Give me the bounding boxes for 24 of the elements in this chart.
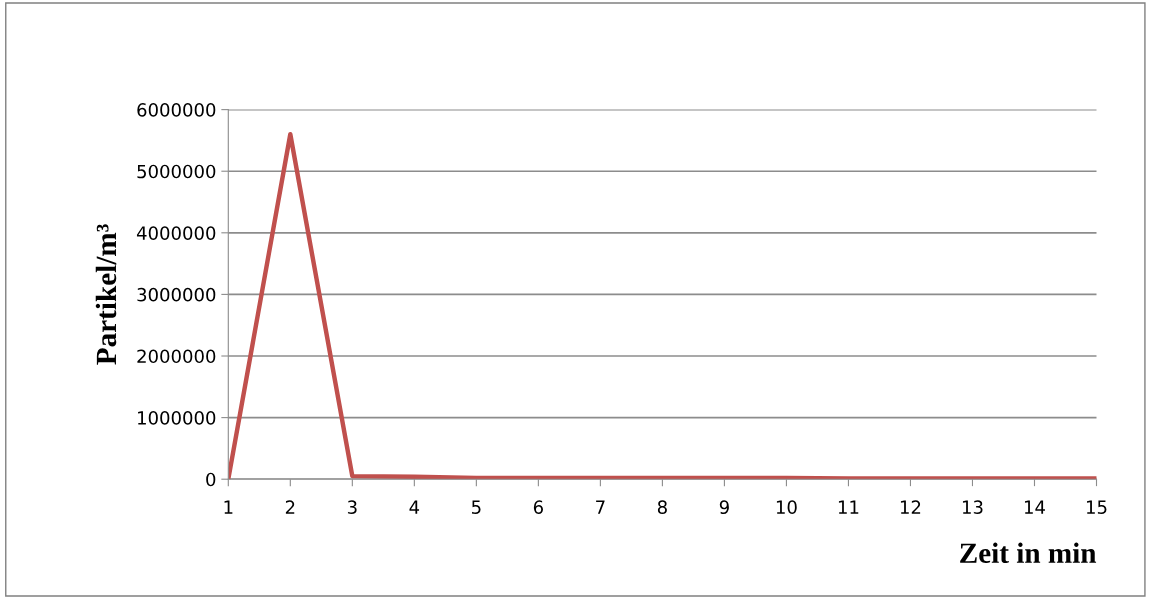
y-tick-label: 3000000 (137, 287, 216, 302)
x-tick-label: 3 (347, 500, 357, 515)
x-tick-label: 7 (596, 500, 605, 514)
x-tick-label: 9 (719, 500, 729, 515)
y-tick-label: 6000000 (137, 103, 216, 117)
y-tick-label: 0 (206, 472, 216, 487)
x-tick-label: 14 (1024, 500, 1045, 514)
x-tick-label: 12 (900, 500, 921, 514)
x-tick-label: 2 (285, 500, 295, 514)
x-axis-title: Zeit in min (960, 542, 1097, 564)
y-tick-label: 4000000 (136, 226, 216, 240)
x-tick-label: 1 (224, 500, 233, 514)
x-tick-label: 5 (472, 500, 481, 515)
y-axis-title: Partikel/m³ (95, 224, 117, 365)
x-tick-label: 10 (776, 500, 797, 515)
x-tick-label: 6 (533, 500, 543, 515)
y-tick-label: 1000000 (138, 411, 216, 425)
x-tick-label: 15 (1087, 500, 1107, 515)
y-tick-label: 2000000 (137, 349, 216, 364)
y-tick-label: 5000000 (137, 164, 216, 179)
x-tick-label: 13 (962, 500, 983, 515)
x-tick-label: 11 (838, 500, 859, 514)
x-tick-label: 8 (657, 500, 667, 515)
x-tick-label: 4 (409, 500, 420, 514)
